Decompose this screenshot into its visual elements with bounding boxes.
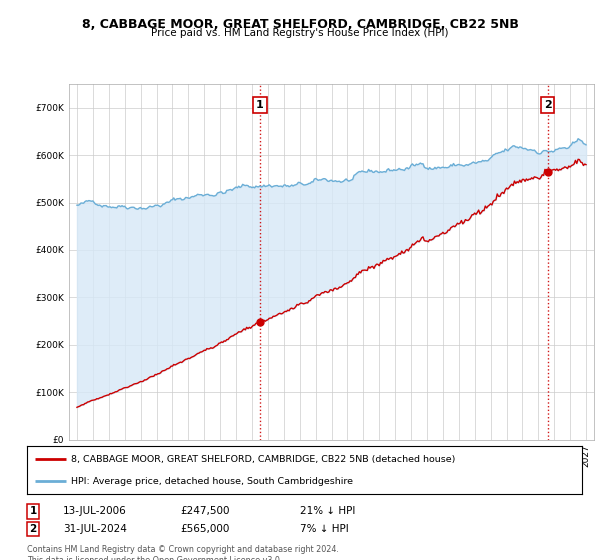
Text: 31-JUL-2024: 31-JUL-2024 xyxy=(63,524,127,534)
Text: Contains HM Land Registry data © Crown copyright and database right 2024.
This d: Contains HM Land Registry data © Crown c… xyxy=(27,545,339,560)
Text: HPI: Average price, detached house, South Cambridgeshire: HPI: Average price, detached house, Sout… xyxy=(71,477,353,486)
Text: 8, CABBAGE MOOR, GREAT SHELFORD, CAMBRIDGE, CB22 5NB (detached house): 8, CABBAGE MOOR, GREAT SHELFORD, CAMBRID… xyxy=(71,455,456,464)
Text: 1: 1 xyxy=(256,100,264,110)
Text: £247,500: £247,500 xyxy=(180,506,229,516)
Text: 7% ↓ HPI: 7% ↓ HPI xyxy=(300,524,349,534)
Text: £565,000: £565,000 xyxy=(180,524,229,534)
Text: 21% ↓ HPI: 21% ↓ HPI xyxy=(300,506,355,516)
Text: 2: 2 xyxy=(29,524,37,534)
Text: 1: 1 xyxy=(29,506,37,516)
Text: Price paid vs. HM Land Registry's House Price Index (HPI): Price paid vs. HM Land Registry's House … xyxy=(151,28,449,38)
Text: 2: 2 xyxy=(544,100,551,110)
Text: 13-JUL-2006: 13-JUL-2006 xyxy=(63,506,127,516)
Text: 8, CABBAGE MOOR, GREAT SHELFORD, CAMBRIDGE, CB22 5NB: 8, CABBAGE MOOR, GREAT SHELFORD, CAMBRID… xyxy=(82,18,518,31)
